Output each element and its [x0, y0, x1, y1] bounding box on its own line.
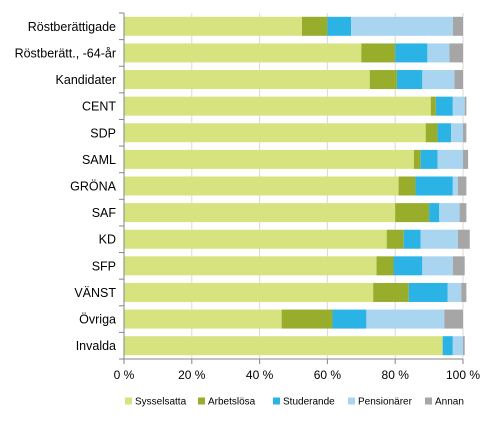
- bar-8-sysselsatta: [124, 203, 396, 223]
- bar-7-annan: [457, 176, 467, 196]
- bar-3-studerande: [396, 70, 423, 90]
- category-labels: Röstberättigade Röstberätt., -64-år Kandid…: [15, 20, 117, 353]
- x-tick-labels: 0 % 20 % 40 % 60 % 80 % 100 %: [114, 368, 481, 382]
- legend-label-arbetslösa: Arbetslösa: [208, 397, 256, 408]
- legend-swatch-studerande: [273, 397, 280, 405]
- bar-8-annan: [459, 203, 467, 223]
- bar-2-pensionärer: [427, 43, 450, 63]
- bar-4-pensionärer: [452, 96, 465, 116]
- bar-4-studerande: [435, 96, 453, 116]
- bar-13-sysselsatta: [124, 336, 443, 356]
- bar-12-annan: [444, 309, 463, 329]
- bar-12-arbetslösa: [281, 309, 333, 329]
- bar-1-pensionärer: [351, 16, 453, 36]
- bar-11-pensionärer: [447, 282, 462, 302]
- legend-swatch-arbetslösa: [198, 397, 205, 405]
- bar-11-studerande: [408, 282, 448, 302]
- bar-1-arbetslösa: [301, 16, 328, 36]
- category-label: Röstberätt., -64-år: [15, 46, 116, 60]
- bar-4-arbetslösa: [430, 96, 436, 116]
- legend-swatch-pensionärer: [348, 397, 355, 405]
- bar-5-annan: [463, 123, 467, 143]
- category-label: VÄNST: [74, 286, 116, 300]
- x-tick-label: 60 %: [314, 368, 342, 382]
- bar-6-annan: [463, 149, 469, 169]
- bar-3-arbetslösa: [369, 70, 397, 90]
- legend-swatch-annan: [425, 397, 432, 405]
- bar-12-pensionärer: [366, 309, 445, 329]
- legend-label-pensionärer: Pensionärer: [358, 397, 413, 408]
- bar-12-studerande: [332, 309, 367, 329]
- category-label: SAML: [82, 153, 116, 167]
- bar-10-pensionärer: [422, 256, 453, 276]
- legend-label-studerande: Studerande: [283, 397, 335, 408]
- bar-7-sysselsatta: [124, 176, 399, 196]
- bar-6-arbetslösa: [413, 149, 421, 169]
- bars: [124, 16, 470, 356]
- bar-8-arbetslösa: [395, 203, 430, 223]
- bar-2-sysselsatta: [124, 43, 362, 63]
- x-tick-label: 80 %: [382, 368, 410, 382]
- bar-1-sysselsatta: [124, 16, 302, 36]
- legend-swatch-sysselsatta: [125, 397, 132, 405]
- category-label: KD: [99, 233, 116, 247]
- x-tick-label: 40 %: [246, 368, 274, 382]
- category-label: CENT: [82, 100, 116, 114]
- bar-12-sysselsatta: [124, 309, 282, 329]
- bar-5-sysselsatta: [124, 123, 426, 143]
- bar-3-pensionärer: [422, 70, 455, 90]
- bar-9-pensionärer: [420, 229, 458, 249]
- bar-2-arbetslösa: [361, 43, 396, 63]
- bar-11-sysselsatta: [124, 282, 374, 302]
- bar-3-annan: [454, 70, 463, 90]
- bar-9-arbetslösa: [386, 229, 404, 249]
- bar-10-studerande: [393, 256, 423, 276]
- x-tick-label: 20 %: [178, 368, 206, 382]
- bar-5-arbetslösa: [425, 123, 438, 143]
- bar-6-pensionärer: [437, 149, 463, 169]
- category-label: Invalda: [76, 339, 116, 353]
- bar-8-pensionärer: [439, 203, 460, 223]
- bar-13-pensionärer: [452, 336, 463, 356]
- bar-13-annan: [463, 336, 465, 356]
- category-label: SFP: [92, 259, 116, 273]
- category-label: GRÖNA: [70, 180, 117, 194]
- bar-9-annan: [457, 229, 470, 249]
- category-label: Övriga: [79, 313, 116, 327]
- bar-6-studerande: [420, 149, 438, 169]
- legend-label-sysselsatta: Sysselsatta: [135, 397, 187, 408]
- bar-3-sysselsatta: [124, 70, 370, 90]
- bar-4-sysselsatta: [124, 96, 431, 116]
- bar-11-annan: [461, 282, 467, 302]
- bar-7-arbetslösa: [398, 176, 416, 196]
- x-tick-label: 100 %: [446, 368, 480, 382]
- bar-8-studerande: [429, 203, 440, 223]
- category-label: SDP: [90, 126, 116, 140]
- legend-label-annan: Annan: [435, 397, 464, 408]
- bar-4-annan: [464, 96, 467, 116]
- bar-1-annan: [452, 16, 463, 36]
- bar-7-pensionärer: [452, 176, 458, 196]
- axes: [119, 12, 464, 364]
- category-label: Röstberättigade: [28, 20, 116, 34]
- category-label: SAF: [92, 206, 117, 220]
- bar-10-sysselsatta: [124, 256, 377, 276]
- bar-1-studerande: [327, 16, 352, 36]
- bar-2-annan: [449, 43, 463, 63]
- bar-5-pensionärer: [451, 123, 463, 143]
- category-label: Kandidater: [56, 73, 116, 87]
- bar-7-studerande: [415, 176, 453, 196]
- bar-2-studerande: [395, 43, 428, 63]
- bar-5-studerande: [437, 123, 452, 143]
- bar-10-arbetslösa: [376, 256, 394, 276]
- bar-10-annan: [452, 256, 465, 276]
- legend: Sysselsatta Arbetslösa Studerande Pensionär…: [125, 397, 464, 408]
- bar-6-sysselsatta: [124, 149, 414, 169]
- bar-9-studerande: [403, 229, 421, 249]
- bar-9-sysselsatta: [124, 229, 387, 249]
- x-tick-label: 0 %: [114, 368, 135, 382]
- bar-11-arbetslösa: [373, 282, 409, 302]
- bar-13-studerande: [442, 336, 453, 356]
